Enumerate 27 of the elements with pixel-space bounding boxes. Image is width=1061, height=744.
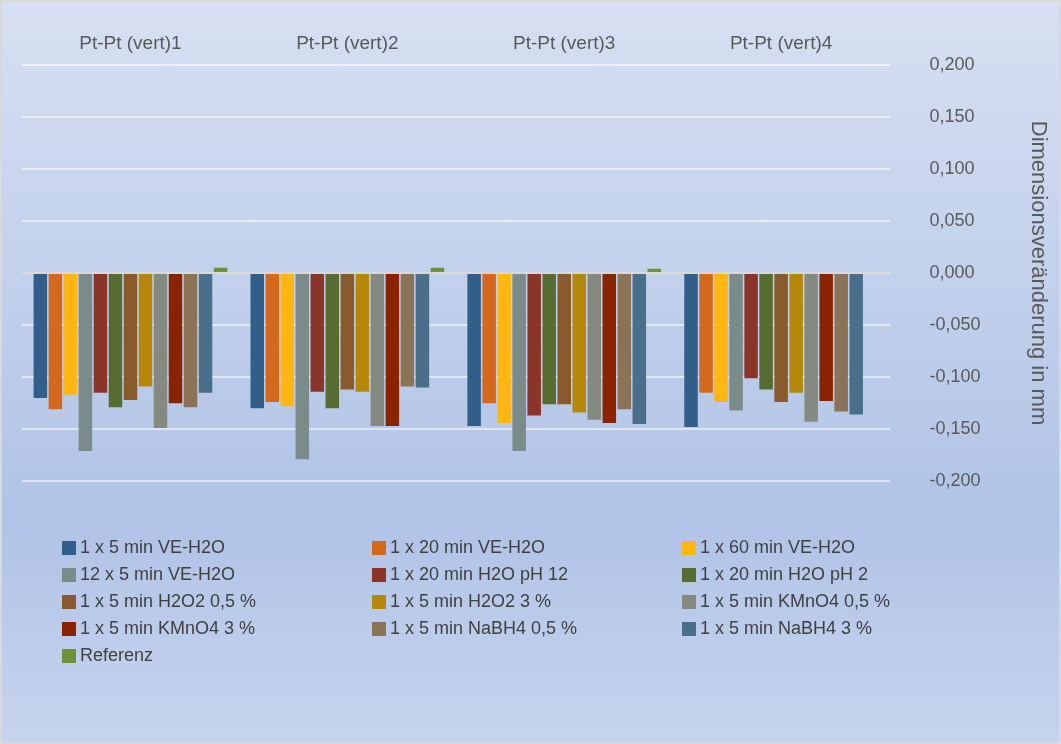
legend-label: 1 x 60 min VE-H2O [700, 537, 856, 558]
y-tick-label: 0,050 [929, 209, 975, 230]
legend-label: 12 x 5 min VE-H2O [80, 564, 236, 585]
legend-label: 1 x 5 min KMnO4 0,5 % [700, 591, 891, 612]
legend-label: 1 x 5 min NaBH4 3 % [700, 618, 873, 639]
y-tick-label: 0,200 [929, 53, 975, 74]
legend-label: 1 x 5 min NaBH4 0,5 % [390, 618, 578, 639]
y-tick-label: 0,000 [929, 261, 975, 282]
legend-label: 1 x 5 min H2O2 3 % [390, 591, 552, 612]
legend-label: Referenz [80, 645, 154, 666]
x-tick-label: Pt-Pt (vert)4 [729, 31, 833, 53]
x-tick-label: Pt-Pt (vert)3 [513, 31, 616, 53]
legend-label: 1 x 20 min H2O pH 12 [390, 564, 569, 585]
y-tick-label: 0,150 [929, 105, 975, 126]
legend-label: 1 x 20 min H2O pH 2 [700, 564, 869, 585]
legend-label: 1 x 5 min KMnO4 3 % [80, 618, 256, 639]
y-tick-label: -0,050 [929, 314, 981, 335]
y-tick-label: 0,100 [929, 157, 975, 178]
legend-label: 1 x 5 min H2O2 0,5 % [80, 591, 257, 612]
y-axis-title: Dimensionsveränderung in mm [1026, 120, 1052, 426]
x-tick-label: Pt-Pt (vert)1 [79, 31, 182, 53]
y-tick-label: -0,200 [929, 470, 981, 491]
y-tick-label: -0,100 [929, 366, 981, 387]
legend-label: 1 x 5 min VE-H2O [80, 537, 226, 558]
legend-label: 1 x 20 min VE-H2O [390, 537, 546, 558]
y-tick-label: -0,150 [929, 418, 981, 439]
x-tick-label: Pt-Pt (vert)2 [296, 31, 399, 53]
